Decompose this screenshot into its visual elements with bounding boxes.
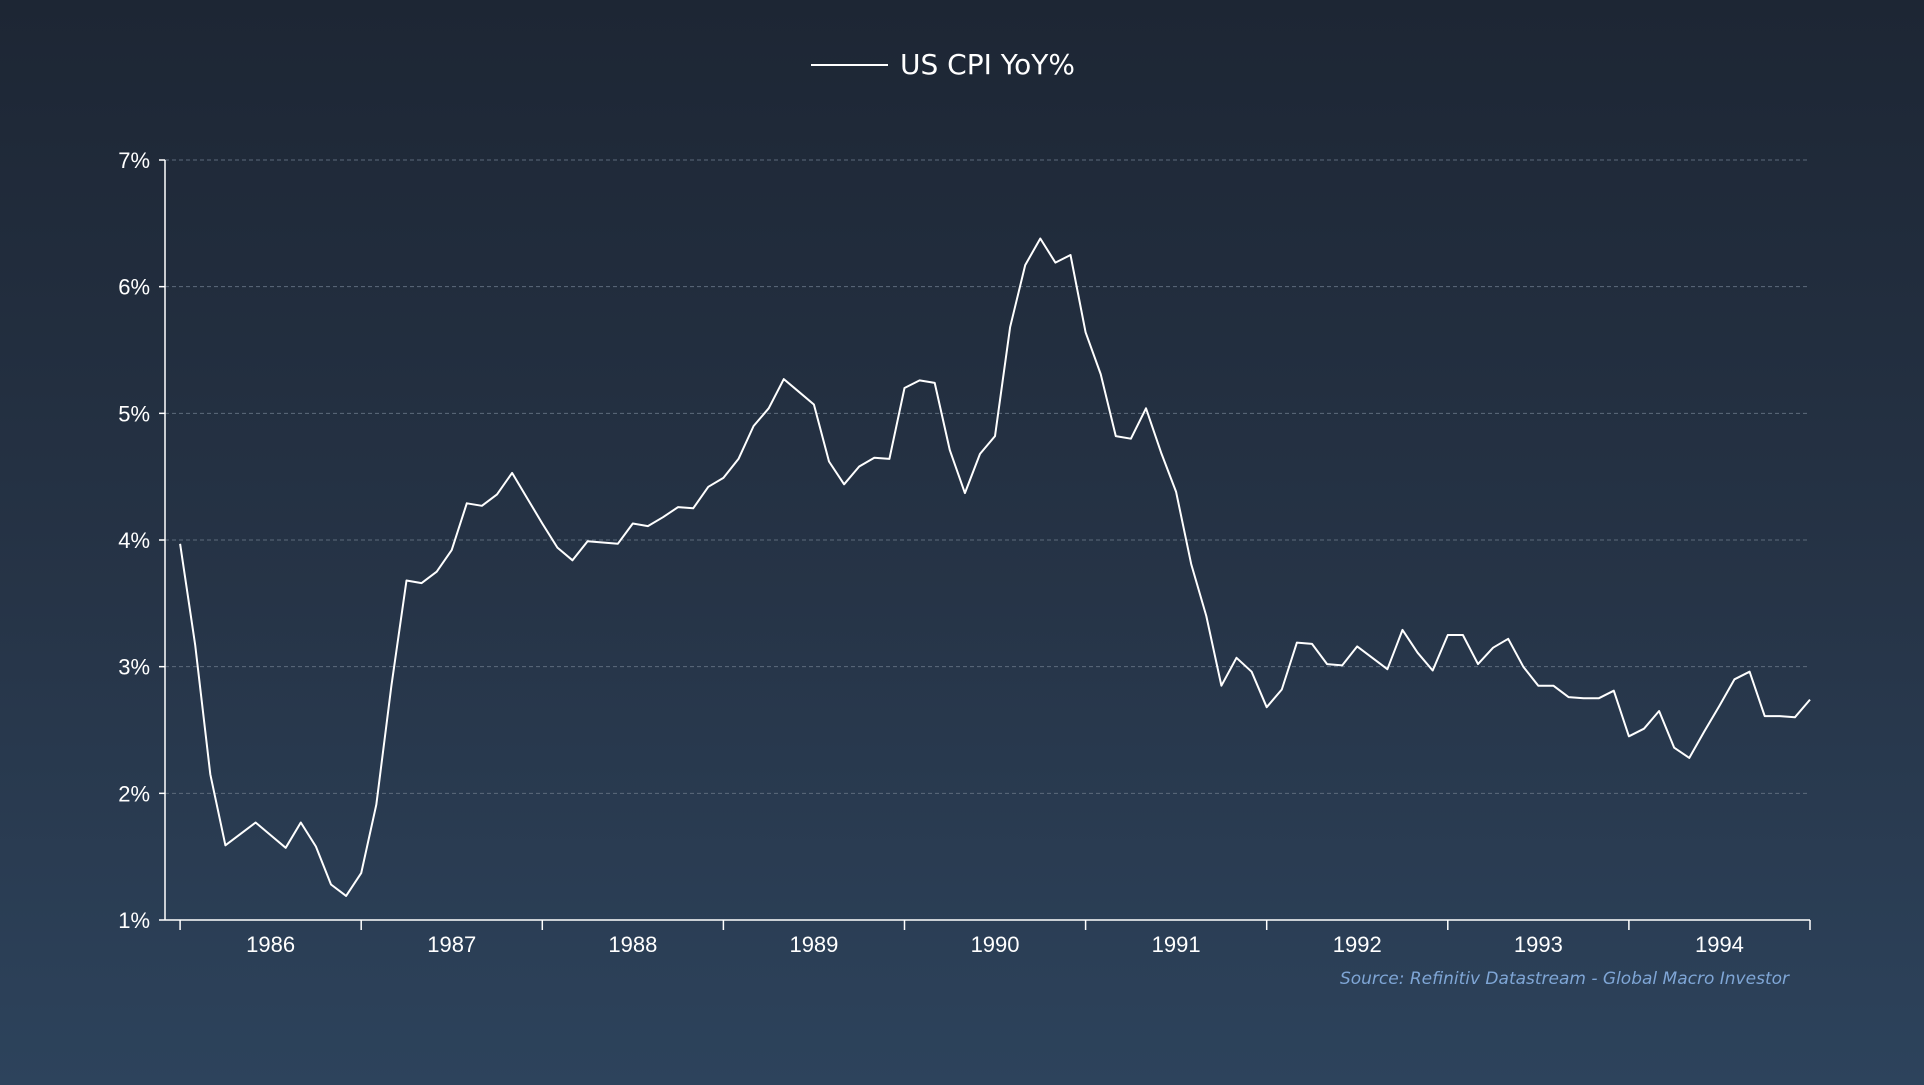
y-tick-label: 1% xyxy=(118,908,150,933)
legend: US CPI YoY% xyxy=(811,48,1075,81)
x-tick-label: 1991 xyxy=(1152,932,1201,957)
x-tick-label: 1988 xyxy=(608,932,657,957)
x-tick-label: 1992 xyxy=(1333,932,1382,957)
y-tick-label: 4% xyxy=(118,528,150,553)
x-tick-label: 1993 xyxy=(1514,932,1563,957)
series-line-us-cpi xyxy=(179,237,1811,897)
x-tick-label: 1986 xyxy=(246,932,295,957)
y-tick-label: 2% xyxy=(118,781,150,806)
x-axis-tick-labels: 1986 1987 1988 1989 1990 1991 1992 1993 1994 xyxy=(246,932,1744,957)
gridlines xyxy=(165,159,1810,794)
source-note: Source: Refinitiv Datastream - Global Ma… xyxy=(1340,969,1790,989)
x-tick-label: 1987 xyxy=(427,932,476,957)
y-tick-label: 3% xyxy=(118,655,150,680)
y-tick-label: 6% xyxy=(118,275,150,300)
y-axis-tick-labels: 1% 2% 3% 4% 5% 6% 7% xyxy=(118,148,150,933)
x-tick-label: 1994 xyxy=(1695,932,1744,957)
y-tick-label: 5% xyxy=(118,401,150,426)
axes xyxy=(159,159,1811,930)
x-tick-label: 1989 xyxy=(789,932,838,957)
legend-label: US CPI YoY% xyxy=(900,48,1075,81)
x-tick-label: 1990 xyxy=(971,932,1020,957)
y-tick-label: 7% xyxy=(118,148,150,173)
